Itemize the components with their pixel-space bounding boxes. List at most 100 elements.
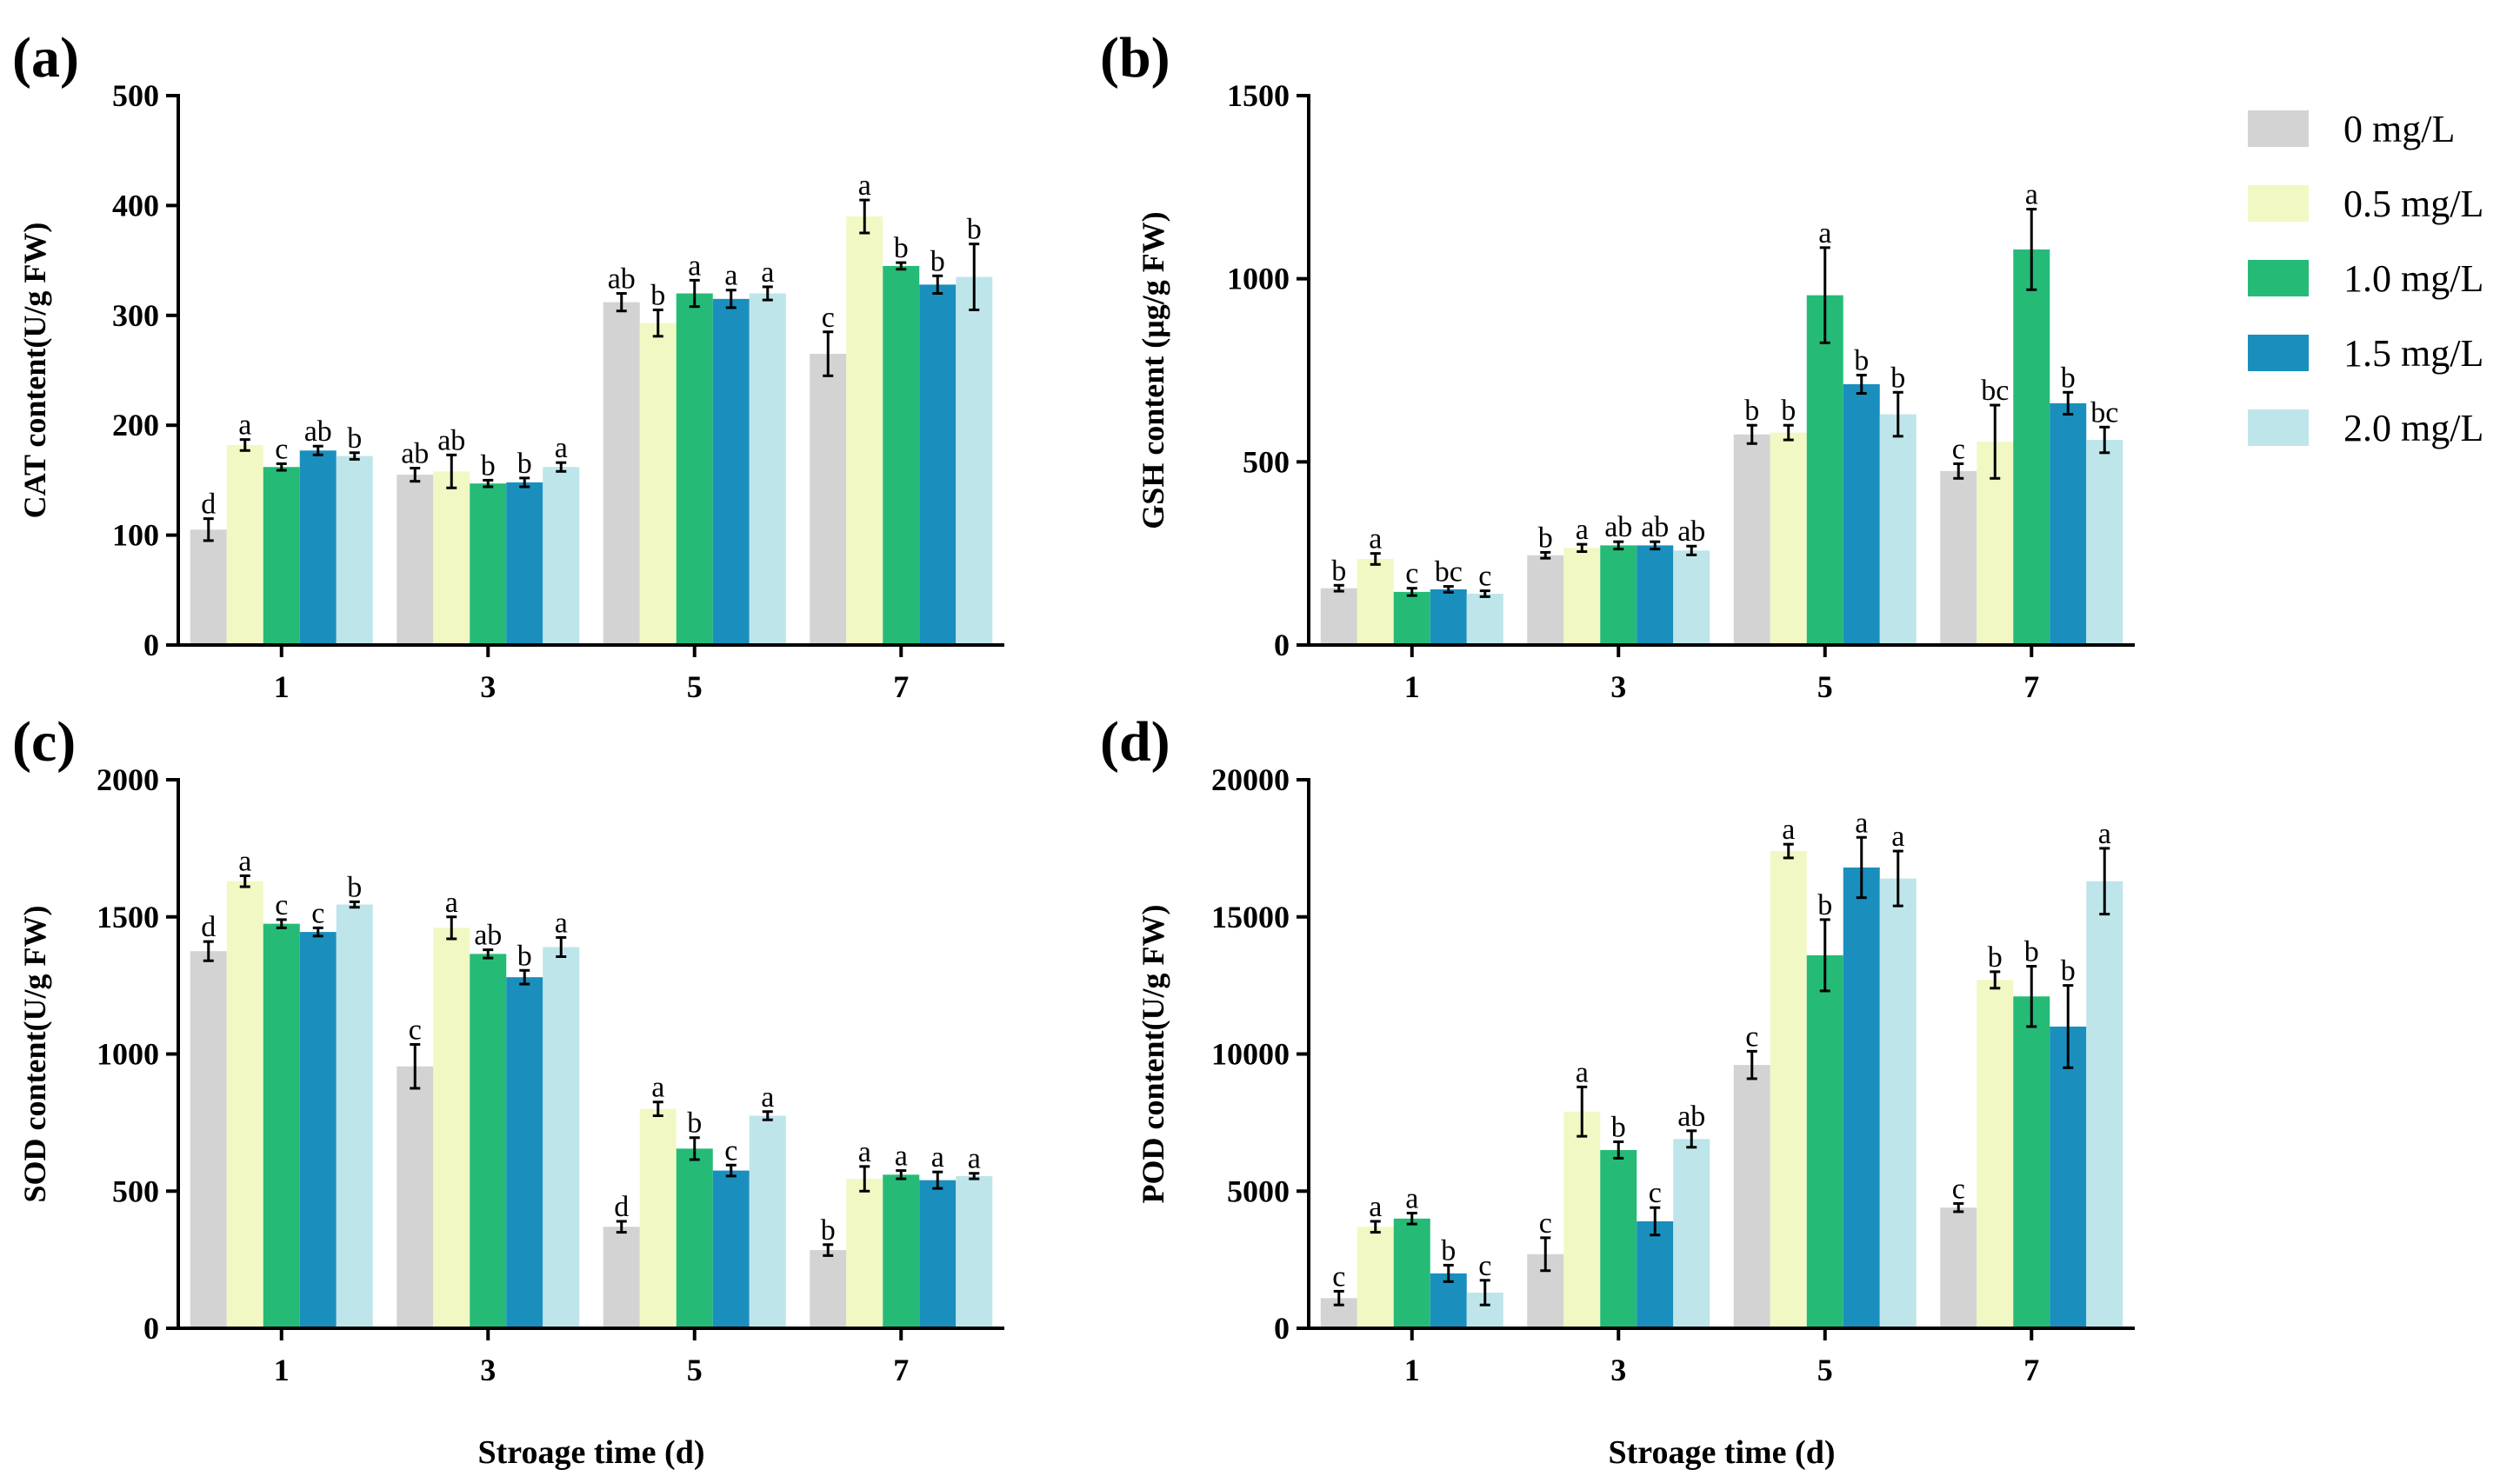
significance-letter: c — [1405, 558, 1418, 590]
panel-label: (b) — [1100, 26, 1170, 90]
legend-swatch — [2248, 110, 2309, 147]
bar — [956, 1175, 993, 1328]
significance-letter: b — [1988, 941, 2003, 974]
significance-letter: ab — [437, 424, 465, 456]
bar — [639, 323, 677, 645]
y-tick-label: 100 — [112, 518, 159, 553]
significance-letter: b — [1890, 362, 1905, 394]
bar — [1843, 384, 1880, 645]
bar — [543, 947, 580, 1328]
significance-letter: b — [1781, 395, 1796, 427]
significance-letter: a — [1405, 1182, 1418, 1214]
significance-letter: b — [687, 1107, 702, 1140]
bar — [299, 450, 337, 645]
bar — [1527, 555, 1564, 645]
significance-letter: a — [1369, 523, 1382, 555]
bar — [1733, 1065, 1770, 1328]
bar — [1673, 550, 1710, 645]
significance-letter: c — [1649, 1177, 1662, 1209]
significance-letter: b — [347, 871, 362, 903]
significance-letter: c — [1952, 433, 1965, 465]
significance-letter: c — [1952, 1173, 1965, 1205]
bar — [190, 529, 227, 645]
y-tick-label: 15000 — [1211, 900, 1290, 934]
significance-letter: b — [517, 448, 532, 480]
y-axis-label: SOD content(U/g FW) — [17, 906, 52, 1203]
bar — [2086, 881, 2123, 1328]
significance-letter: b — [1441, 1234, 1456, 1267]
bar — [846, 1179, 883, 1328]
significance-letter: a — [1782, 814, 1795, 846]
bar — [712, 298, 750, 645]
bar — [1977, 980, 2014, 1328]
y-tick-label: 20000 — [1211, 762, 1290, 797]
significance-letter: ab — [1677, 515, 1705, 548]
significance-letter: a — [1855, 807, 1868, 839]
bar — [603, 302, 640, 645]
x-tick-label: 5 — [687, 1353, 703, 1387]
bar — [397, 1066, 434, 1328]
significance-letter: c — [1478, 1250, 1491, 1282]
x-tick-label: 1 — [1404, 669, 1420, 704]
significance-letter: a — [651, 1072, 664, 1104]
significance-letter: bc — [1435, 556, 1463, 589]
y-tick-label: 1000 — [1227, 262, 1290, 296]
bar — [1600, 1149, 1637, 1328]
legend-swatch — [2248, 409, 2309, 446]
significance-letter: c — [1745, 1021, 1758, 1053]
bar — [1466, 594, 1503, 645]
significance-letter: c — [1539, 1207, 1552, 1240]
panel-label: (a) — [12, 26, 79, 90]
x-tick-label: 7 — [893, 669, 909, 704]
significance-letter: ab — [1641, 511, 1669, 543]
significance-letter: b — [1538, 522, 1553, 554]
legend-swatch — [2248, 260, 2309, 296]
y-tick-label: 10000 — [1211, 1037, 1290, 1072]
significance-letter: b — [894, 232, 909, 264]
x-tick-label: 1 — [274, 669, 290, 704]
bar — [299, 932, 337, 1328]
significance-letter: a — [688, 249, 701, 282]
bar — [226, 881, 263, 1328]
significance-letter: c — [1478, 561, 1491, 593]
y-tick-label: 400 — [112, 188, 159, 223]
significance-letter: d — [201, 911, 216, 943]
significance-letter: b — [517, 940, 532, 972]
significance-letter: a — [445, 887, 458, 919]
significance-letter: b — [481, 449, 496, 482]
bar — [1430, 589, 1467, 645]
significance-letter: b — [2061, 955, 2076, 988]
y-tick-label: 1000 — [97, 1037, 159, 1072]
y-tick-label: 5000 — [1227, 1174, 1290, 1208]
bar — [1357, 558, 1394, 645]
legend-label: 1.0 mg/L — [2343, 257, 2483, 300]
legend-label: 0.5 mg/L — [2343, 183, 2483, 225]
y-tick-label: 300 — [112, 298, 159, 333]
significance-letter: a — [761, 256, 774, 289]
legend-label: 0 mg/L — [2343, 108, 2455, 150]
bar — [1843, 867, 1880, 1328]
significance-letter: a — [858, 170, 871, 202]
significance-letter: b — [967, 214, 982, 246]
y-tick-label: 500 — [1243, 444, 1290, 479]
bar — [2050, 1026, 2087, 1328]
significance-letter: b — [930, 245, 945, 277]
legend-label: 2.0 mg/L — [2343, 407, 2483, 449]
significance-letter: b — [347, 422, 362, 455]
legend-swatch — [2248, 185, 2309, 222]
bar — [749, 1115, 786, 1328]
bar — [1600, 545, 1637, 645]
y-tick-label: 2000 — [97, 762, 159, 797]
bar — [506, 977, 543, 1328]
significance-letter: ab — [474, 920, 502, 952]
y-tick-label: 1500 — [97, 900, 159, 934]
y-axis-label: POD content(U/g FW) — [1136, 905, 1170, 1204]
bar — [919, 1180, 957, 1328]
significance-letter: a — [1576, 1056, 1589, 1088]
bar — [810, 1250, 847, 1328]
x-tick-label: 7 — [2023, 1353, 2039, 1387]
bar — [397, 475, 434, 645]
